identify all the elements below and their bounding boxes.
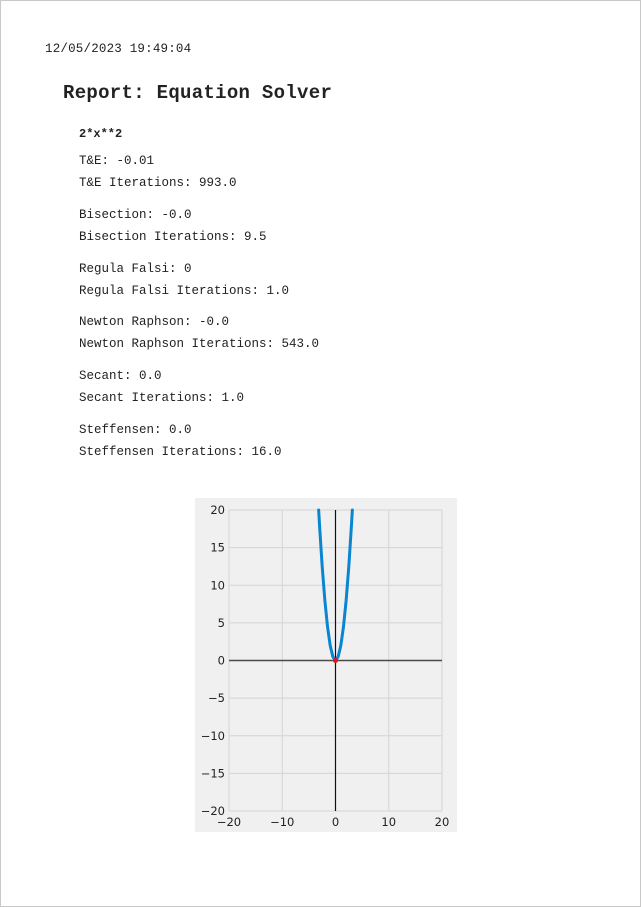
equation-label: 2*x**2: [79, 127, 123, 141]
y-tick-label: −5: [208, 691, 225, 705]
x-tick-label: 20: [435, 815, 450, 829]
result-iterations: T&E Iterations: 993.0: [79, 176, 237, 190]
report-title: Report: Equation Solver: [63, 82, 333, 104]
result-bisection: Bisection: -0.0 Bisection Iterations: 9.…: [79, 207, 479, 261]
result-newton-raphson: Newton Raphson: -0.0 Newton Raphson Iter…: [79, 314, 479, 368]
y-tick-label: −10: [201, 729, 225, 743]
result-iterations: Secant Iterations: 1.0: [79, 391, 245, 406]
x-tick-label: −20: [217, 815, 241, 829]
equation-plot: −20 −10 0 10 20 −20 −15 −10 −5 0 5 10 15 20: [195, 498, 457, 832]
result-te: T&E: -0.01 T&E Iterations: 993.0: [79, 153, 479, 207]
result-value: T&E: -0.01: [79, 154, 155, 168]
y-tick-label: 20: [210, 503, 225, 517]
result-iterations: Bisection Iterations: 9.5: [79, 229, 267, 244]
x-tick-label: 10: [381, 815, 396, 829]
y-tick-label: 5: [218, 616, 225, 630]
result-value: Secant: 0.0: [79, 369, 162, 384]
y-tick-label: 10: [210, 578, 225, 592]
result-value: Newton Raphson: -0.0: [79, 315, 230, 330]
result-regula-falsi: Regula Falsi: 0 Regula Falsi Iterations:…: [79, 261, 479, 315]
result-iterations: Steffensen Iterations: 16.0: [79, 444, 282, 459]
result-iterations: Regula Falsi Iterations: 1.0: [79, 283, 290, 298]
results-list: T&E: -0.01 T&E Iterations: 993.0 Bisecti…: [79, 153, 479, 476]
y-tick-label: −15: [201, 766, 225, 780]
y-tick-label: 0: [218, 654, 225, 668]
x-tick-label: 0: [332, 815, 339, 829]
result-secant: Secant: 0.0 Secant Iterations: 1.0: [79, 368, 479, 422]
x-tick-label: −10: [270, 815, 294, 829]
plot-svg: −20 −10 0 10 20 −20 −15 −10 −5 0 5 10 15 20: [201, 503, 450, 829]
y-tick-label: 15: [210, 541, 225, 555]
result-value: Bisection: -0.0: [79, 207, 192, 222]
y-tick-label: −20: [201, 804, 225, 818]
result-iterations: Newton Raphson Iterations: 543.0: [79, 337, 320, 352]
result-steffensen: Steffensen: 0.0 Steffensen Iterations: 1…: [79, 422, 479, 476]
report-timestamp: 12/05/2023 19:49:04: [45, 42, 192, 56]
root-marker: [333, 658, 338, 663]
result-value: Regula Falsi: 0: [79, 261, 192, 276]
result-value: Steffensen: 0.0: [79, 422, 192, 437]
